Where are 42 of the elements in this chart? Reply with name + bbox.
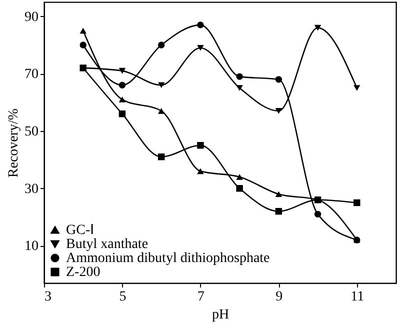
legend-label: GC-Ⅰ — [66, 223, 94, 238]
point — [118, 96, 126, 102]
point — [80, 28, 86, 34]
point — [197, 22, 204, 28]
y-tick-label: 90 — [24, 10, 38, 25]
point — [158, 108, 165, 114]
point — [275, 76, 282, 83]
point — [158, 82, 165, 88]
point — [314, 210, 322, 218]
y-tick-label: 70 — [24, 67, 38, 82]
point — [158, 153, 165, 160]
point — [80, 42, 86, 48]
y-tick-label: 50 — [24, 124, 38, 140]
legend-label: Z-200 — [66, 265, 100, 280]
point — [354, 85, 360, 91]
point — [197, 142, 204, 149]
point — [314, 24, 322, 31]
point — [236, 185, 243, 192]
point — [118, 68, 126, 74]
point — [158, 42, 165, 48]
y-axis-title: Recovery/% — [6, 108, 22, 178]
y-tick-label: 10 — [24, 239, 38, 254]
point — [275, 208, 282, 215]
legend-label: Butyl xanthate — [66, 237, 148, 252]
x-axis-title: pH — [212, 308, 230, 322]
point — [118, 82, 126, 88]
point — [197, 168, 204, 174]
point — [197, 44, 204, 51]
point — [236, 73, 243, 80]
point — [354, 199, 360, 206]
legend-label: Ammonium dibutyl dithiophosphate — [66, 251, 270, 266]
point — [236, 85, 243, 91]
point — [275, 191, 282, 198]
point — [236, 174, 243, 180]
point — [275, 108, 282, 114]
point — [118, 110, 126, 118]
y-tick-label: 30 — [24, 182, 38, 197]
x-tick-label: 5 — [119, 290, 126, 304]
x-tick-label: 11 — [350, 290, 364, 304]
x-tick-label: 9 — [276, 290, 283, 304]
x-tick-label: 7 — [197, 290, 204, 304]
x-tick-label: 3 — [44, 290, 52, 304]
